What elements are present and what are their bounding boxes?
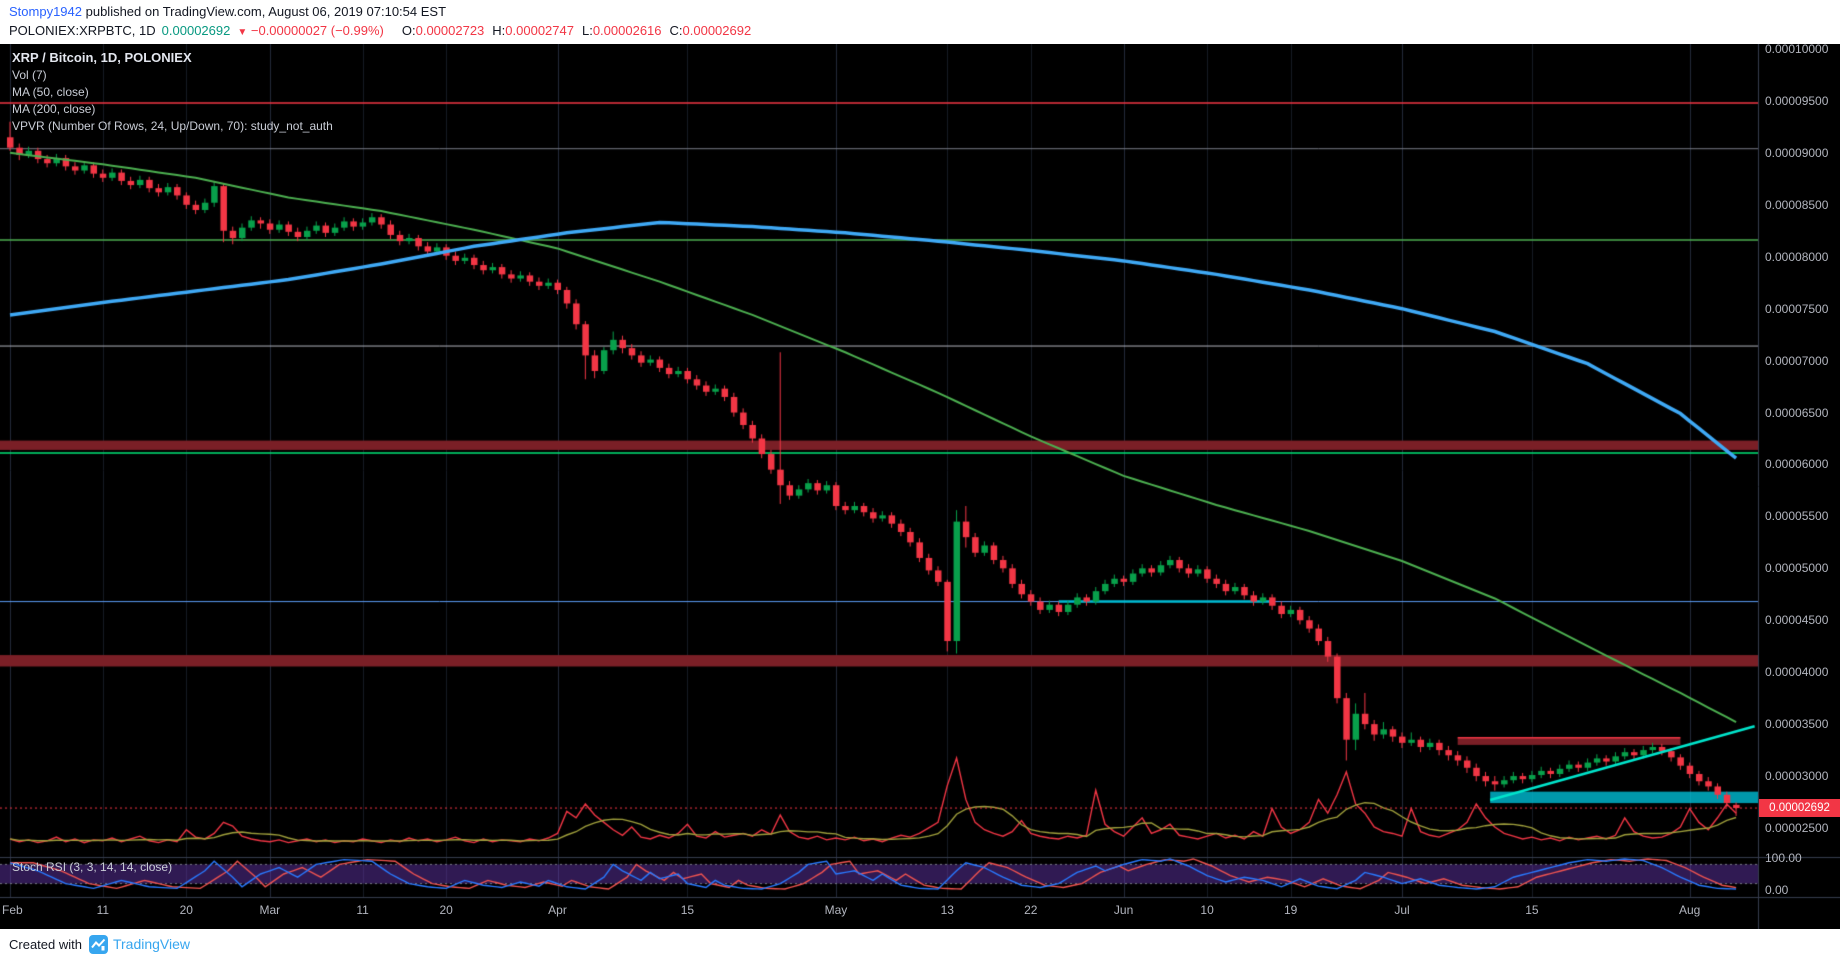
time-axis-label: 20 [439,903,453,917]
footer-bar: Created with TradingView [0,929,1840,959]
tradingview-logo[interactable]: TradingView [88,934,191,954]
price-axis-label: 0.00008000 [1765,249,1829,264]
open-value: 0.00002723 [415,23,485,38]
price-axis-label: 0.00005500 [1765,509,1829,524]
publish-attribution: Stompy1942 published on TradingView.com,… [9,3,1840,21]
time-axis-label: Apr [548,903,567,917]
price-axis[interactable]: 0.00010000 0.00009500 0.00009000 0.00008500… [0,42,1840,929]
ohlc-values: O:0.00002723 H:0.00002747 L:0.00002616 C:0.… [394,23,751,38]
price-axis-label: 0.00003500 [1765,717,1829,732]
change-indicator: ▼ −0.00000027 (−0.99%) [237,23,384,38]
time-axis-label: Aug [1678,903,1701,917]
symbol-summary: POLONIEX:XRPBTC, 1D 0.00002692 ▼ −0.000000… [9,21,1840,42]
time-axis[interactable]: Feb 11 20 Mar 11 20 Apr 15 May 13 22 Jun 10 19 Jul 15 Au… [0,44,1840,929]
indicator-axis-label: 0.00 [1765,883,1789,897]
down-arrow-icon: ▼ [237,27,248,38]
stoch-rsi-legend[interactable]: Stoch RSI (3, 3, 14, 14, close) [12,860,173,874]
publish-header: Stompy1942 published on TradingView.com,… [0,0,1840,44]
price-axis-label: 0.00009000 [1765,145,1829,160]
time-axis-label: 11 [96,903,110,917]
time-axis-label: Feb [2,903,23,917]
time-axis-label: Jul [1394,903,1410,917]
change-text: −0.00000027 (−0.99%) [250,23,384,38]
price-axis-label: 0.00004000 [1765,665,1829,680]
symbol-name[interactable]: POLONIEX:XRPBTC, 1D [9,23,156,38]
price-axis-label: 0.00002500 [1765,821,1829,835]
price-axis-label: 0.00003000 [1765,769,1829,784]
price-axis-label: 0.00004500 [1765,613,1829,628]
open-label: O: [401,23,416,38]
price-axis-label: 0.00008500 [1765,197,1829,212]
price-axis-label: 0.00009500 [1765,93,1829,108]
price-axis-label: 0.00007000 [1765,353,1829,368]
time-axis-label: 20 [179,903,193,917]
tradingview-logo-icon [88,934,108,954]
published-text: published on TradingView.com, August 06,… [82,4,447,19]
time-axis-label: 15 [1525,903,1539,917]
price-chart-canvas[interactable] [0,44,1840,929]
last-price-value: 0.00002692 [161,23,231,38]
price-axis-label: 0.00006500 [1765,405,1829,420]
time-axis-label: Jun [1113,903,1134,917]
low-label: L: [581,23,593,38]
time-axis-label: Mar [259,903,281,917]
last-price-tag: 0.00002692 [1759,799,1840,817]
time-axis-label: 15 [680,903,695,917]
high-label: H: [492,23,506,38]
time-axis-label: 13 [940,903,954,917]
tradingview-wordmark: TradingView [112,936,191,952]
price-axis-label: 0.00007500 [1765,301,1829,316]
time-axis-label: 19 [1283,903,1298,917]
close-value: 0.00002692 [682,23,752,38]
price-axis-label: 0.00006000 [1765,457,1829,472]
price-axis-label: 0.00005000 [1765,561,1829,576]
time-axis-label: 22 [1024,903,1038,917]
author-link[interactable]: Stompy1942 [9,4,82,19]
time-axis-label: May [824,903,848,917]
time-axis-label: 11 [356,903,369,917]
low-value: 0.00002616 [592,23,662,38]
price-axis-label: 0.00010000 [1765,42,1829,56]
high-value: 0.00002747 [505,23,574,38]
chart-area[interactable]: XRP / Bitcoin, 1D, POLONIEX Vol (7) MA (… [0,42,1840,929]
time-axis-label: 10 [1200,903,1214,917]
close-label: C: [669,23,683,38]
indicator-axis-label: 100.00 [1765,851,1802,865]
created-with-text: Created with [9,936,82,952]
